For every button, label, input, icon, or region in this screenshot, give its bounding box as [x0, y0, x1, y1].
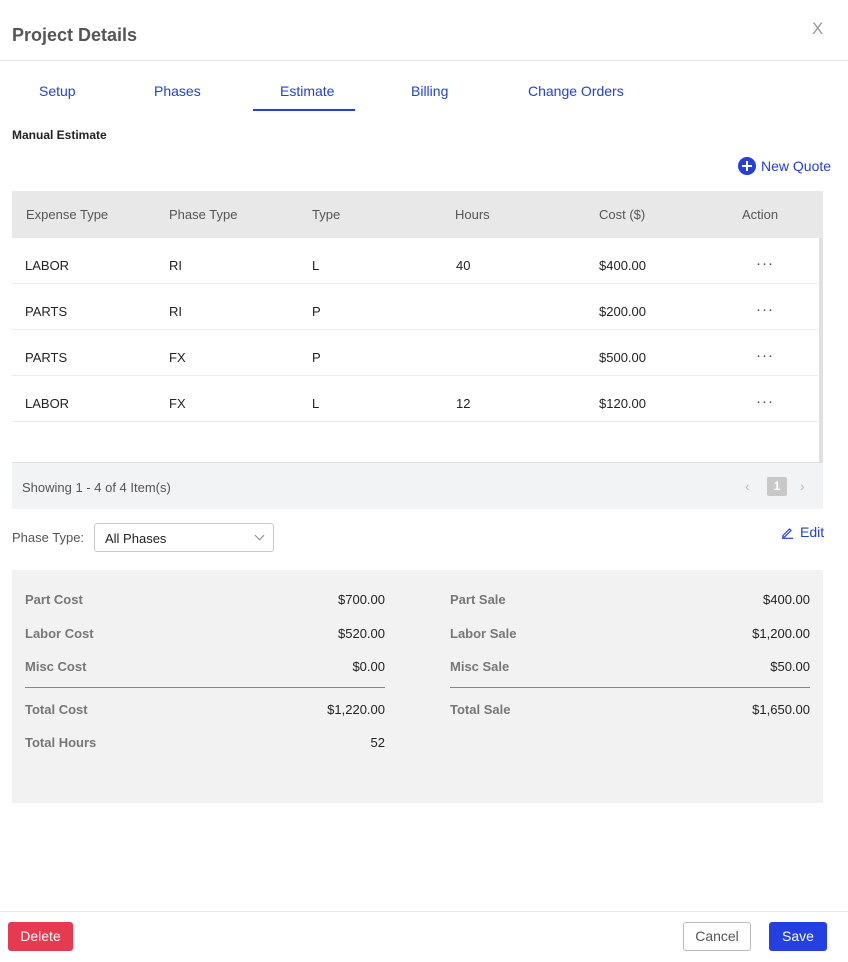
cell-phase-type: FX	[169, 350, 186, 365]
total-hours-label: Total Hours	[25, 735, 97, 750]
cell-expense-type: PARTS	[25, 304, 68, 319]
more-actions-icon[interactable]: ···	[756, 347, 774, 364]
labor-cost-value: $520.00	[338, 626, 385, 641]
total-sale-label: Total Sale	[450, 702, 511, 717]
cell-type: P	[312, 350, 321, 365]
misc-cost-value: $0.00	[352, 659, 385, 674]
cell-expense-type: LABOR	[25, 258, 70, 273]
chevron-down-icon	[254, 530, 265, 541]
section-title: Manual Estimate	[12, 128, 107, 142]
cell-hours: 40	[456, 258, 471, 273]
total-cost-label: Total Cost	[25, 702, 88, 717]
tab-setup[interactable]: Setup	[39, 83, 76, 99]
tab-change-orders[interactable]: Change Orders	[528, 83, 624, 99]
cell-expense-type: PARTS	[25, 350, 68, 365]
cell-cost: $400.00	[599, 258, 646, 273]
tab-estimate[interactable]: Estimate	[280, 83, 335, 99]
edit-button[interactable]: Edit	[781, 524, 824, 540]
phase-type-value: All Phases	[105, 531, 167, 546]
part-cost-label: Part Cost	[25, 592, 83, 607]
chevron-left-icon[interactable]: ‹	[745, 478, 750, 494]
dialog-header: Project Details X	[0, 0, 848, 61]
chevron-right-icon[interactable]: ›	[800, 478, 805, 494]
estimate-summary: Part Cost $700.00 Labor Cost $520.00 Mis…	[12, 570, 823, 803]
part-sale-label: Part Sale	[450, 592, 506, 607]
pagination-summary: Showing 1 - 4 of 4 Item(s)	[22, 480, 171, 495]
column-header-cost[interactable]: Cost ($)	[599, 207, 646, 222]
more-actions-icon[interactable]: ···	[756, 255, 774, 272]
table-pagination: Showing 1 - 4 of 4 Item(s) ‹ 1 ›	[12, 462, 823, 509]
table-scrollbar[interactable]	[819, 238, 823, 462]
estimate-table: Expense Type Phase Type Type Hours Cost …	[12, 191, 823, 509]
table-row: PARTS RI P $200.00 ···	[12, 284, 818, 330]
new-quote-button[interactable]: New Quote	[738, 157, 831, 175]
cell-cost: $120.00	[599, 396, 646, 411]
tab-bar: Setup Phases Estimate Billing Change Ord…	[0, 62, 848, 112]
table-header: Expense Type Phase Type Type Hours Cost …	[12, 191, 823, 238]
cell-phase-type: RI	[169, 304, 182, 319]
cell-expense-type: LABOR	[25, 396, 70, 411]
cell-type: L	[312, 258, 320, 273]
total-cost-value: $1,220.00	[327, 702, 385, 717]
labor-sale-value: $1,200.00	[752, 626, 810, 641]
save-button[interactable]: Save	[769, 922, 827, 951]
phase-type-label: Phase Type:	[12, 530, 85, 545]
delete-button[interactable]: Delete	[8, 922, 73, 951]
total-hours-value: 52	[370, 735, 385, 750]
table-body: LABOR RI L 40 $400.00 ··· PARTS RI P $20…	[12, 238, 823, 462]
new-quote-label: New Quote	[761, 158, 832, 174]
cell-cost: $500.00	[599, 350, 646, 365]
misc-cost-label: Misc Cost	[25, 659, 87, 674]
cell-phase-type: FX	[169, 396, 186, 411]
part-sale-value: $400.00	[763, 592, 810, 607]
plus-circle-icon	[738, 157, 756, 175]
dialog-footer: Delete Cancel Save	[0, 911, 848, 962]
tab-billing[interactable]: Billing	[411, 83, 449, 99]
tab-phases[interactable]: Phases	[154, 83, 201, 99]
phase-type-select[interactable]: All Phases	[94, 523, 274, 552]
labor-cost-label: Labor Cost	[25, 626, 94, 641]
close-icon[interactable]: X	[812, 19, 824, 38]
table-row: PARTS FX P $500.00 ···	[12, 330, 818, 376]
column-header-hours[interactable]: Hours	[455, 207, 490, 222]
cell-cost: $200.00	[599, 304, 646, 319]
column-header-type[interactable]: Type	[312, 207, 341, 222]
pencil-icon	[782, 527, 793, 539]
dialog-title: Project Details	[12, 25, 138, 45]
cell-type: P	[312, 304, 321, 319]
more-actions-icon[interactable]: ···	[756, 301, 774, 318]
total-sale-value: $1,650.00	[752, 702, 810, 717]
cancel-button[interactable]: Cancel	[683, 922, 751, 951]
labor-sale-label: Labor Sale	[450, 626, 517, 641]
cell-phase-type: RI	[169, 258, 182, 273]
cell-type: L	[312, 396, 320, 411]
column-header-phase-type[interactable]: Phase Type	[169, 207, 238, 222]
active-tab-indicator	[253, 109, 355, 111]
misc-sale-label: Misc Sale	[450, 659, 510, 674]
misc-sale-value: $50.00	[770, 659, 810, 674]
cell-hours: 12	[456, 396, 471, 411]
table-row: LABOR RI L 40 $400.00 ···	[12, 238, 818, 284]
page-number-button[interactable]: 1	[767, 477, 787, 496]
cost-divider	[25, 687, 385, 688]
more-actions-icon[interactable]: ···	[756, 393, 774, 410]
edit-label: Edit	[800, 524, 825, 540]
table-row: LABOR FX L 12 $120.00 ···	[12, 376, 818, 422]
part-cost-value: $700.00	[338, 592, 385, 607]
sale-divider	[450, 687, 810, 688]
column-header-action: Action	[742, 207, 779, 222]
column-header-expense-type[interactable]: Expense Type	[26, 207, 109, 222]
